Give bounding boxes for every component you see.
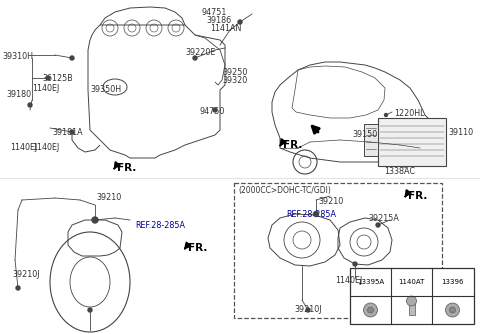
Text: (2000CC>DOHC-TC/GDI): (2000CC>DOHC-TC/GDI) <box>238 186 331 195</box>
Circle shape <box>88 308 92 312</box>
Text: FR.: FR. <box>283 140 302 150</box>
Text: REF.28-285A: REF.28-285A <box>135 221 185 230</box>
Text: 94750: 94750 <box>200 107 226 116</box>
Circle shape <box>213 108 217 112</box>
Circle shape <box>238 20 242 24</box>
Text: 1141AN: 1141AN <box>210 24 241 33</box>
Text: 94751: 94751 <box>202 8 228 17</box>
Circle shape <box>28 103 32 107</box>
Circle shape <box>193 56 197 60</box>
Text: 39210: 39210 <box>318 197 343 206</box>
Text: 39210: 39210 <box>96 193 121 202</box>
Text: 39150: 39150 <box>352 130 377 139</box>
Text: 39210J: 39210J <box>12 270 39 279</box>
Circle shape <box>353 262 357 266</box>
Text: 39210J: 39210J <box>294 305 322 314</box>
Circle shape <box>16 286 20 290</box>
Circle shape <box>46 76 50 80</box>
Circle shape <box>407 296 417 306</box>
Circle shape <box>363 303 377 317</box>
Text: 1140EJ: 1140EJ <box>32 84 59 93</box>
Text: 39186: 39186 <box>206 16 231 25</box>
Text: 13395A: 13395A <box>357 279 384 285</box>
Bar <box>234 183 442 318</box>
Text: 1220HL: 1220HL <box>394 109 424 118</box>
Circle shape <box>445 303 459 317</box>
Bar <box>350 268 474 324</box>
Circle shape <box>384 114 387 117</box>
Circle shape <box>376 223 380 227</box>
Text: 39110: 39110 <box>448 128 473 137</box>
Bar <box>364 124 378 156</box>
Text: 39250: 39250 <box>222 68 247 77</box>
Circle shape <box>313 211 319 216</box>
Circle shape <box>92 217 98 223</box>
Text: 1140AT: 1140AT <box>398 279 425 285</box>
Circle shape <box>449 307 456 313</box>
Text: 1140EJ: 1140EJ <box>335 276 362 285</box>
Text: 39180: 39180 <box>6 90 31 99</box>
Text: 39310H: 39310H <box>2 52 33 61</box>
Bar <box>378 118 446 166</box>
Text: 1338AC: 1338AC <box>384 167 415 176</box>
Circle shape <box>70 56 74 60</box>
Text: 13396: 13396 <box>441 279 464 285</box>
Circle shape <box>368 307 373 313</box>
Bar <box>408 301 415 315</box>
Text: 39320: 39320 <box>222 76 247 85</box>
Text: FR.: FR. <box>408 191 427 201</box>
Text: FR.: FR. <box>188 243 207 253</box>
Text: 39215A: 39215A <box>368 214 399 223</box>
Text: 1140EJ: 1140EJ <box>32 143 59 152</box>
Text: 1140EJ: 1140EJ <box>10 143 37 152</box>
Circle shape <box>70 130 74 134</box>
Text: REF.28-285A: REF.28-285A <box>286 210 336 219</box>
Text: 39350H: 39350H <box>90 85 121 94</box>
Circle shape <box>306 308 310 312</box>
Text: FR.: FR. <box>117 163 136 173</box>
Text: 39220E: 39220E <box>185 48 216 57</box>
Text: 39181A: 39181A <box>52 128 83 137</box>
Text: 36125B: 36125B <box>42 74 73 83</box>
